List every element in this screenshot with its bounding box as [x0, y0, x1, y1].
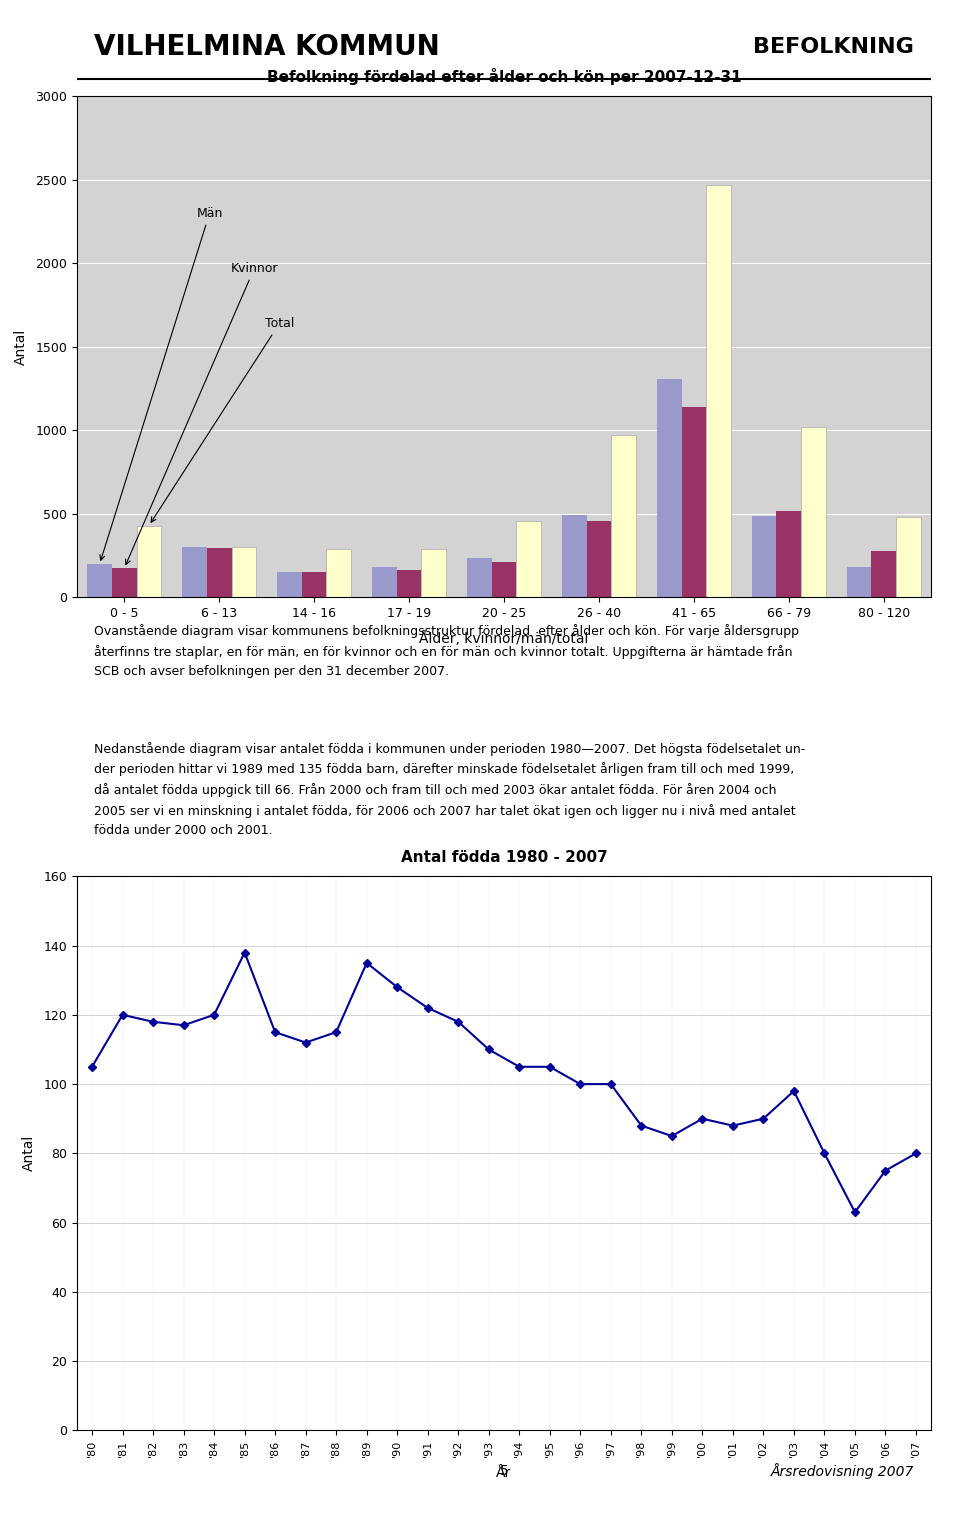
- Bar: [326, 549, 351, 597]
- Bar: [562, 515, 587, 597]
- Bar: [421, 549, 446, 597]
- Bar: [277, 572, 301, 597]
- Bar: [301, 573, 326, 597]
- Bar: [707, 185, 731, 597]
- Text: Årsredovisning 2007: Årsredovisning 2007: [771, 1462, 914, 1479]
- Bar: [136, 526, 161, 597]
- Title: Antal födda 1980 - 2007: Antal födda 1980 - 2007: [400, 851, 608, 865]
- Bar: [516, 521, 541, 597]
- Text: Total: Total: [151, 316, 294, 523]
- Bar: [587, 521, 612, 597]
- Bar: [206, 549, 231, 597]
- Bar: [182, 547, 206, 597]
- Bar: [87, 564, 112, 597]
- Bar: [896, 517, 921, 597]
- X-axis label: Ålder, kvinnor/män/total: Ålder, kvinnor/män/total: [420, 631, 588, 646]
- Bar: [752, 515, 777, 597]
- Bar: [657, 380, 682, 597]
- Text: Ovanstående diagram visar kommunens befolkningsstruktur fördelad  efter ålder oc: Ovanstående diagram visar kommunens befo…: [94, 625, 799, 678]
- Bar: [231, 547, 256, 597]
- Bar: [682, 407, 707, 597]
- Y-axis label: Antal: Antal: [22, 1135, 36, 1172]
- Text: BEFOLKNING: BEFOLKNING: [754, 36, 914, 56]
- Bar: [372, 567, 396, 597]
- Text: Män: Män: [100, 207, 223, 561]
- Y-axis label: Antal: Antal: [14, 328, 28, 365]
- Text: Kvinnor: Kvinnor: [126, 261, 278, 564]
- Title: Befolkning fördelad efter ålder och kön per 2007-12-31: Befolkning fördelad efter ålder och kön …: [267, 68, 741, 85]
- Text: VILHELMINA KOMMUN: VILHELMINA KOMMUN: [94, 32, 440, 61]
- Bar: [467, 558, 492, 597]
- Bar: [492, 561, 516, 597]
- Text: Nedanstående diagram visar antalet födda i kommunen under perioden 1980—2007. De: Nedanstående diagram visar antalet födda…: [94, 742, 805, 836]
- Bar: [847, 567, 872, 597]
- Bar: [396, 570, 421, 597]
- Bar: [872, 550, 896, 597]
- Text: 5: 5: [499, 1464, 509, 1477]
- X-axis label: År: År: [496, 1465, 512, 1479]
- Bar: [777, 511, 802, 597]
- Bar: [802, 427, 826, 597]
- Bar: [112, 568, 136, 597]
- Bar: [612, 435, 636, 597]
